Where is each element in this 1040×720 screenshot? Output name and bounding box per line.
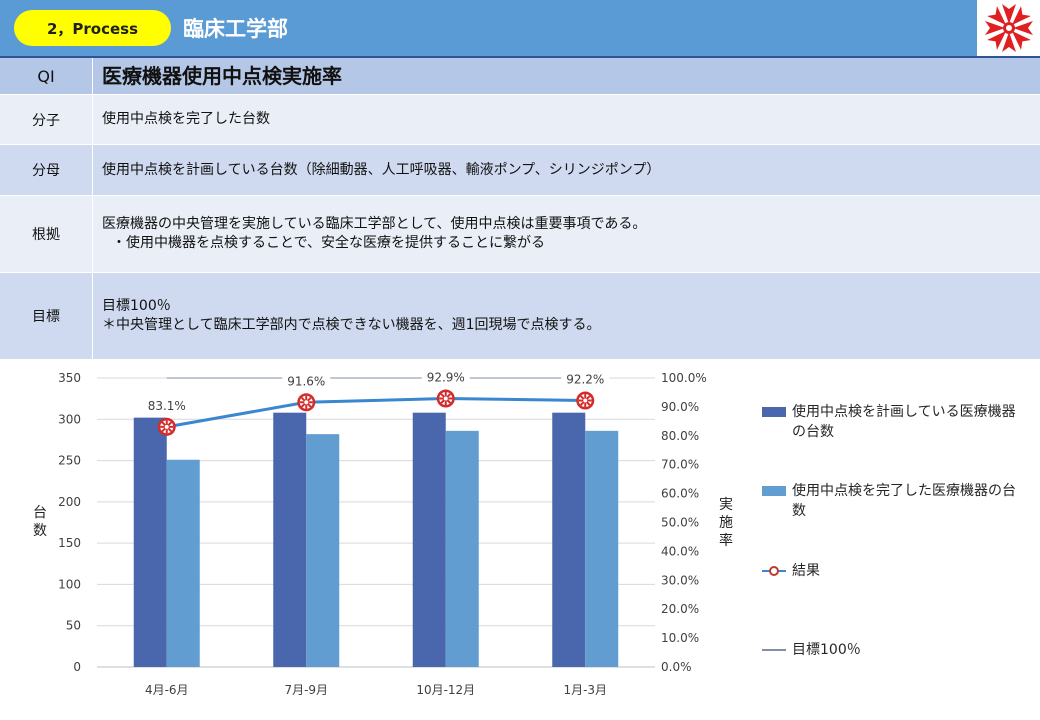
legend-swatch	[762, 649, 786, 651]
legend-item-completed: 使用中点検を完了した医療機器の台数	[762, 481, 1024, 521]
y-right-tick-label: 80.0%	[661, 429, 699, 443]
y-right-tick-label: 40.0%	[661, 544, 699, 558]
target-value: 目標100％ ＊中央管理として臨床工学部内で点検できない機器を、週1回現場で点検…	[102, 273, 601, 359]
y-left-tick-label: 350	[58, 371, 81, 385]
data-label: 92.9%	[427, 371, 465, 385]
y-left-tick-label: 0	[73, 660, 81, 674]
y-right-tick-label: 50.0%	[661, 516, 699, 530]
y-right-tick-label: 20.0%	[661, 602, 699, 616]
numerator-label: 分子	[0, 95, 93, 144]
y-right-tick-label: 60.0%	[661, 487, 699, 501]
result-marker-center	[304, 400, 309, 405]
y-right-tick-label: 70.0%	[661, 458, 699, 472]
denominator-label: 分母	[0, 145, 93, 195]
y-left-tick-label: 200	[58, 495, 81, 509]
y-right-tick-label: 30.0%	[661, 573, 699, 587]
bar	[445, 430, 479, 667]
data-label: 83.1%	[148, 399, 186, 413]
legend-swatch	[762, 566, 786, 576]
legend-item-planned: 使用中点検を計画している医療機器の台数	[762, 402, 1024, 442]
qi-title: 医療機器使用中点検実施率	[102, 63, 342, 88]
bar	[552, 412, 586, 667]
legend-swatch	[762, 486, 786, 496]
y-left-tick-label: 300	[58, 412, 81, 426]
target-line: 目標100％	[102, 298, 171, 314]
data-label-bg	[421, 367, 470, 386]
x-tick-label: 7月-9月	[284, 683, 328, 697]
qi-row: QI 医療機器使用中点検実施率	[0, 58, 1040, 95]
legend-label: 使用中点検を計画している医療機器の台数	[792, 404, 1016, 440]
qi-chart: 0 50 100 150 200 250 300 350 0.0% 10.0% 20.0% 30.0%…	[58, 367, 707, 697]
rationale-label: 根拠	[0, 196, 93, 272]
rationale-bullet: ・使用中機器を点検することで、安全な医療を提供することに繋がる	[112, 235, 546, 251]
bar	[585, 430, 619, 667]
result-marker-center	[583, 398, 588, 403]
bar	[133, 417, 167, 667]
legend-item-result: 結果	[762, 561, 820, 581]
legend-swatch	[762, 407, 786, 417]
hospital-logo	[977, 0, 1040, 56]
y-left-tick-label: 150	[58, 536, 81, 550]
target-note: ＊中央管理として臨床工学部内で点検できない機器を、週1回現場で点検する。	[102, 317, 601, 333]
legend-label: 使用中点検を完了した医療機器の台数	[792, 483, 1016, 519]
process-badge: 2，Process	[14, 10, 171, 46]
data-label-bg	[142, 395, 191, 414]
rationale-row: 根拠 医療機器の中央管理を実施している臨床工学部として、使用中点検は重要事項であ…	[0, 196, 1040, 273]
data-label-bg	[282, 371, 331, 390]
left-axis-title: 台数	[33, 505, 47, 539]
header-bar: 2，Process 臨床工学部	[0, 0, 1040, 56]
y-left-tick-label: 250	[58, 454, 81, 468]
x-tick-label: 1月-3月	[563, 683, 607, 697]
result-line	[166, 397, 586, 429]
legend-item-target: 目標100％	[762, 640, 861, 660]
numerator-value: 使用中点検を完了した台数	[102, 111, 270, 127]
data-label: 91.6%	[287, 374, 325, 388]
result-marker-center	[443, 396, 448, 401]
y-right-tick-label: 90.0%	[661, 400, 699, 414]
x-tick-label: 4月-6月	[145, 683, 189, 697]
emblem-icon	[985, 4, 1033, 52]
bar	[166, 459, 200, 667]
bar	[273, 412, 307, 667]
bar	[412, 412, 446, 667]
numerator-row: 分子 使用中点検を完了した台数	[0, 95, 1040, 145]
y-right-tick-label: 10.0%	[661, 631, 699, 645]
target-row: 目標 目標100％ ＊中央管理として臨床工学部内で点検できない機器を、週1回現場…	[0, 273, 1040, 360]
header-divider	[0, 56, 1040, 58]
bar	[306, 434, 340, 667]
legend-label: 目標100％	[792, 642, 861, 658]
department-title: 臨床工学部	[183, 17, 288, 41]
rationale-value: 医療機器の中央管理を実施している臨床工学部として、使用中点検は重要事項である。 …	[102, 196, 646, 272]
rationale-line: 医療機器の中央管理を実施している臨床工学部として、使用中点検は重要事項である。	[102, 216, 647, 232]
denominator-value: 使用中点検を計画している台数（除細動器、人工呼吸器、輸液ポンプ、シリンジポンプ）	[102, 161, 661, 178]
right-axis-title: 実施率	[719, 497, 733, 549]
denominator-row: 分母 使用中点検を計画している台数（除細動器、人工呼吸器、輸液ポンプ、シリンジポ…	[0, 145, 1040, 196]
y-left-tick-label: 50	[66, 619, 81, 633]
legend-label: 結果	[792, 563, 820, 579]
data-label: 92.2%	[566, 373, 604, 387]
x-tick-label: 10月-12月	[416, 683, 475, 697]
qi-label: QI	[0, 58, 93, 94]
y-right-tick-label: 0.0%	[661, 660, 692, 674]
data-label-bg	[561, 369, 610, 388]
y-left-tick-label: 100	[58, 577, 81, 591]
result-marker-center	[164, 424, 169, 429]
y-right-tick-label: 100.0%	[661, 371, 707, 385]
target-label: 目標	[0, 273, 93, 359]
